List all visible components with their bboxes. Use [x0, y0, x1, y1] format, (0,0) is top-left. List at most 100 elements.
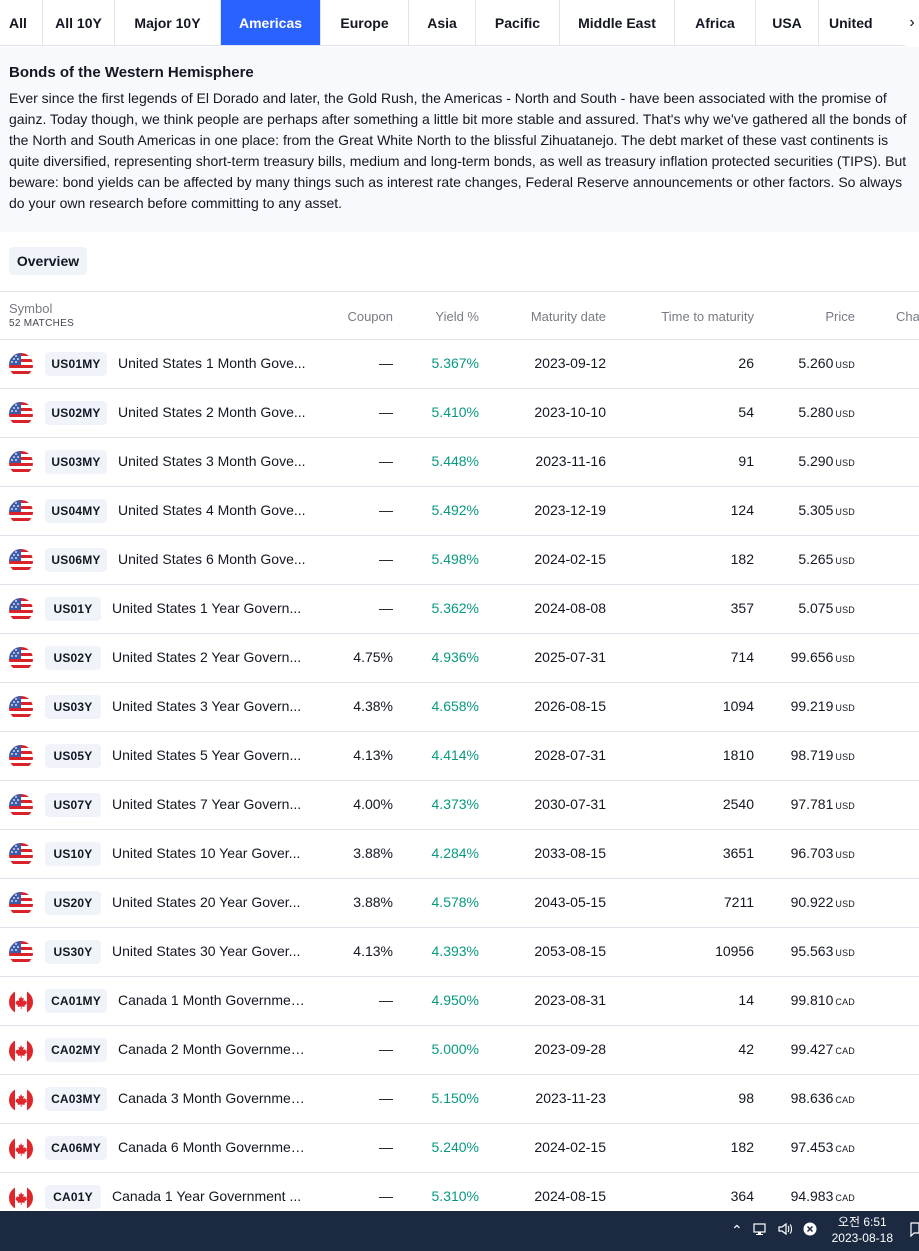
ticker-badge[interactable]: US10Y	[45, 842, 101, 866]
network-icon[interactable]	[753, 1221, 769, 1240]
ticker-badge[interactable]: US02MY	[45, 401, 107, 425]
yield-value: 4.936%	[431, 649, 479, 665]
description-title: Bonds of the Western Hemisphere	[9, 64, 254, 81]
bond-name[interactable]: United States 6 Month Gove...	[118, 551, 306, 567]
table-row[interactable]: US03Y United States 3 Year Govern... 4.38%…	[0, 683, 919, 732]
tab-americas[interactable]: Americas	[221, 0, 321, 45]
clock-date: 2023-08-18	[831, 1231, 893, 1245]
table-row[interactable]: US04MY United States 4 Month Gove... — 5.49…	[0, 487, 919, 536]
ticker-badge[interactable]: CA01Y	[45, 1185, 101, 1209]
tab-pacific[interactable]: Pacific	[476, 0, 560, 45]
canada-flag-icon	[9, 1186, 33, 1210]
bond-name[interactable]: United States 2 Year Govern...	[112, 649, 302, 665]
coupon-value: 4.38%	[353, 698, 393, 714]
table-row[interactable]: US02MY United States 2 Month Gove... — 5.41…	[0, 389, 919, 438]
yield-value: 5.498%	[431, 551, 479, 567]
header-time-to-maturity[interactable]: Time to maturity	[661, 309, 754, 324]
table-row[interactable]: US05Y United States 5 Year Govern... 4.13%…	[0, 732, 919, 781]
table-row[interactable]: US02Y United States 2 Year Govern... 4.75%…	[0, 634, 919, 683]
table-row[interactable]: CA01MY Canada 1 Month Governmen... — 4.950%…	[0, 977, 919, 1026]
overview-button[interactable]: Overview	[9, 247, 87, 275]
ticker-badge[interactable]: US04MY	[45, 499, 107, 523]
yield-value: 5.150%	[431, 1090, 479, 1106]
maturity-date-value: 2024-08-08	[534, 600, 606, 616]
ticker-badge[interactable]: CA03MY	[45, 1087, 107, 1111]
bond-name[interactable]: Canada 1 Year Government ...	[112, 1188, 302, 1204]
price-value: 5.075 USD	[798, 600, 855, 616]
ticker-badge[interactable]: US01Y	[45, 597, 101, 621]
header-symbol[interactable]: Symbol	[9, 301, 53, 316]
notification-icon[interactable]	[910, 1221, 919, 1240]
bond-name[interactable]: United States 30 Year Gover...	[112, 943, 301, 959]
table-row[interactable]: US07Y United States 7 Year Govern... 4.00%…	[0, 781, 919, 830]
bond-name[interactable]: Canada 2 Month Governmen...	[118, 1041, 310, 1057]
bond-name[interactable]: United States 1 Year Govern...	[112, 600, 302, 616]
coupon-value: 4.00%	[353, 796, 393, 812]
ticker-badge[interactable]: US30Y	[45, 940, 101, 964]
tab-usa[interactable]: USA	[756, 0, 819, 45]
bond-name[interactable]: United States 20 Year Gover...	[112, 894, 301, 910]
table-row[interactable]: US06MY United States 6 Month Gove... — 5.49…	[0, 536, 919, 585]
bond-name[interactable]: United States 1 Month Gove...	[118, 355, 306, 371]
bond-name[interactable]: United States 10 Year Gover...	[112, 845, 301, 861]
maturity-date-value: 2043-05-15	[534, 894, 606, 910]
bond-name[interactable]: United States 3 Month Gove...	[118, 453, 306, 469]
tab-africa[interactable]: Africa	[675, 0, 756, 45]
header-change[interactable]: Cha	[896, 309, 919, 324]
maturity-date-value: 2053-08-15	[534, 943, 606, 959]
tab-major-10y[interactable]: Major 10Y	[115, 0, 221, 45]
volume-icon[interactable]	[777, 1221, 793, 1240]
ticker-badge[interactable]: US05Y	[45, 744, 101, 768]
price-currency: USD	[835, 801, 855, 811]
ticker-badge[interactable]: US03MY	[45, 450, 107, 474]
bond-name[interactable]: United States 5 Year Govern...	[112, 747, 302, 763]
ticker-badge[interactable]: US03Y	[45, 695, 101, 719]
bond-name[interactable]: United States 7 Year Govern...	[112, 796, 302, 812]
us-flag-icon	[9, 549, 33, 573]
bond-name[interactable]: United States 3 Year Govern...	[112, 698, 302, 714]
ticker-badge[interactable]: CA01MY	[45, 989, 107, 1013]
coupon-value: 3.88%	[353, 894, 393, 910]
price-number: 5.305	[798, 502, 834, 518]
ticker-badge[interactable]: CA06MY	[45, 1136, 107, 1160]
us-flag-icon	[9, 402, 33, 426]
tabs-scroll-right-icon[interactable]: ›	[905, 0, 919, 46]
ticker-badge[interactable]: US07Y	[45, 793, 101, 817]
tab-asia[interactable]: Asia	[409, 0, 476, 45]
taskbar-clock[interactable]: 오전 6:51 2023-08-18	[832, 1214, 893, 1246]
chevron-up-icon[interactable]: ⌃	[731, 1222, 743, 1238]
table-row[interactable]: CA06MY Canada 6 Month Governmen... — 5.240%…	[0, 1124, 919, 1173]
bond-name[interactable]: Canada 1 Month Governmen...	[118, 992, 310, 1008]
ticker-badge[interactable]: US01MY	[45, 352, 107, 376]
table-row[interactable]: CA01Y Canada 1 Year Government ... — 5.310%…	[0, 1173, 919, 1222]
header-maturity[interactable]: Maturity date	[530, 309, 606, 324]
tab-united[interactable]: United	[829, 15, 873, 31]
price-number: 95.563	[790, 943, 834, 959]
header-coupon[interactable]: Coupon	[347, 309, 393, 324]
tab-all-10y[interactable]: All 10Y	[43, 0, 115, 45]
time-to-maturity-value: 182	[730, 1139, 754, 1155]
tab-europe[interactable]: Europe	[321, 0, 409, 45]
table-row[interactable]: US30Y United States 30 Year Gover... 4.13%…	[0, 928, 919, 977]
ticker-badge[interactable]: US20Y	[45, 891, 101, 915]
tab-middle-east[interactable]: Middle East	[560, 0, 675, 45]
table-row[interactable]: US20Y United States 20 Year Gover... 3.88%…	[0, 879, 919, 928]
table-row[interactable]: US10Y United States 10 Year Gover... 3.88%…	[0, 830, 919, 879]
table-row[interactable]: US03MY United States 3 Month Gove... — 5.44…	[0, 438, 919, 487]
tab-all[interactable]: All	[0, 0, 43, 45]
header-price[interactable]: Price	[825, 309, 855, 324]
bond-name[interactable]: Canada 3 Month Governmen...	[118, 1090, 310, 1106]
header-yield[interactable]: Yield %	[435, 309, 479, 324]
bond-name[interactable]: United States 2 Month Gove...	[118, 404, 306, 420]
table-row[interactable]: US01Y United States 1 Year Govern... — 5.36…	[0, 585, 919, 634]
yield-value: 4.393%	[431, 943, 479, 959]
close-circle-icon[interactable]	[802, 1221, 818, 1240]
bond-name[interactable]: Canada 6 Month Governmen...	[118, 1139, 310, 1155]
table-row[interactable]: CA02MY Canada 2 Month Governmen... — 5.000%…	[0, 1026, 919, 1075]
table-row[interactable]: CA03MY Canada 3 Month Governmen... — 5.150%…	[0, 1075, 919, 1124]
table-row[interactable]: US01MY United States 1 Month Gove... — 5.36…	[0, 340, 919, 389]
bond-name[interactable]: United States 4 Month Gove...	[118, 502, 306, 518]
ticker-badge[interactable]: US02Y	[45, 646, 101, 670]
ticker-badge[interactable]: CA02MY	[45, 1038, 107, 1062]
ticker-badge[interactable]: US06MY	[45, 548, 107, 572]
